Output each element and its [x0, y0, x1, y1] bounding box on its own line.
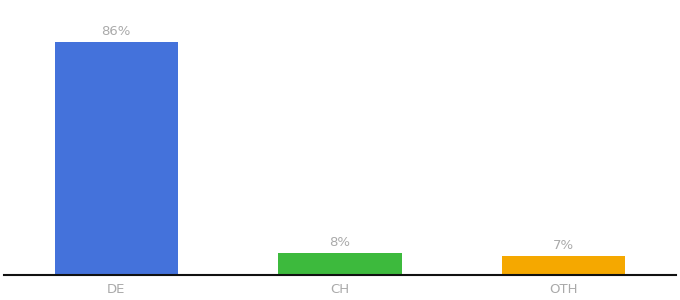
Bar	[278, 253, 402, 274]
Bar	[503, 256, 626, 274]
Text: 8%: 8%	[330, 236, 350, 249]
Text: 7%: 7%	[554, 238, 575, 251]
Bar	[54, 42, 177, 274]
Text: 86%: 86%	[101, 25, 131, 38]
